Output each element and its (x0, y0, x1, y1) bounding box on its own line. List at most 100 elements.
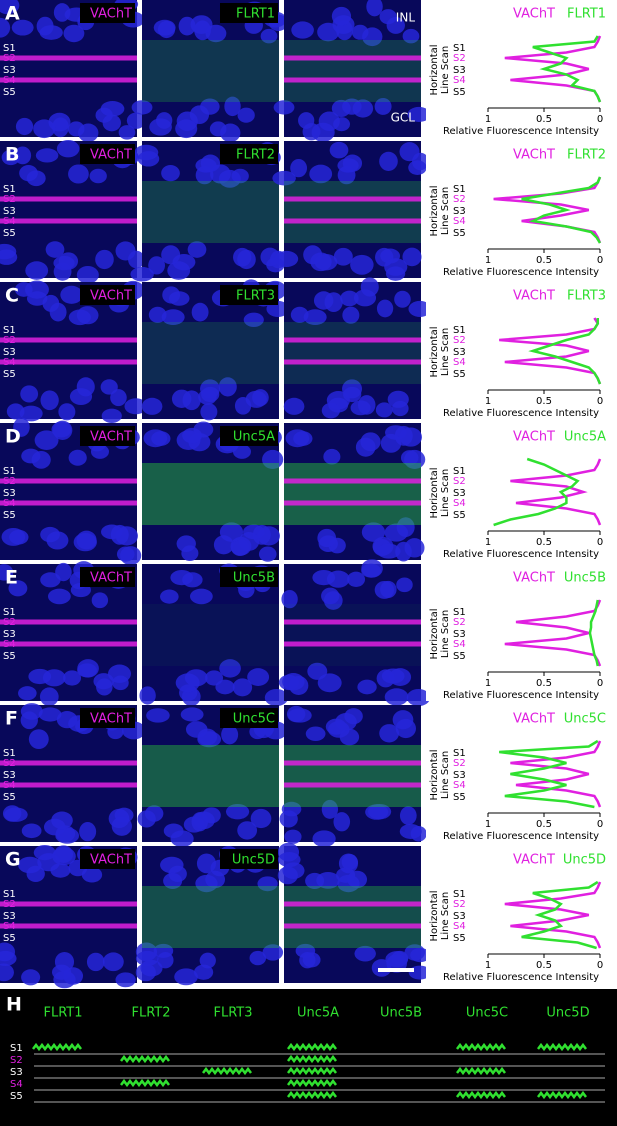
nucleus (56, 711, 78, 729)
nucleus (20, 711, 38, 730)
nucleus (215, 679, 235, 695)
plot-ylabel: Line Scan (440, 751, 451, 799)
nucleus (180, 707, 204, 722)
green-channel (142, 322, 279, 384)
nucleus (329, 141, 349, 159)
expression-blob (287, 1090, 337, 1100)
nucleus (34, 430, 59, 450)
nucleus (141, 397, 163, 415)
nucleus (310, 252, 332, 272)
plot-stratum: S1 (453, 889, 466, 900)
nucleus (352, 99, 374, 118)
plot-protein: Unc5D (563, 853, 606, 868)
protein-label: FLRT2 (236, 148, 275, 163)
nucleus (161, 165, 180, 182)
expression-blob (120, 1078, 170, 1088)
nucleus (146, 708, 170, 723)
plot-stratum: S2 (453, 899, 466, 910)
nucleus (0, 243, 17, 260)
nucleus (396, 517, 415, 538)
nucleus (8, 580, 28, 597)
nucleus (67, 121, 85, 137)
label-box (220, 3, 278, 23)
vacht-band (0, 500, 137, 506)
nucleus (347, 571, 366, 587)
nucleus (219, 659, 241, 678)
protein-name: FLRT3 (213, 1006, 252, 1021)
vacht-band (284, 923, 421, 929)
nucleus (376, 669, 395, 688)
vacht-band (0, 55, 137, 61)
green-channel (284, 886, 421, 948)
nucleus (0, 942, 16, 962)
protein-profile (528, 318, 602, 385)
nucleus (323, 448, 341, 465)
plot-stratum: S2 (453, 53, 466, 64)
nucleus (331, 6, 352, 26)
label-box (220, 849, 278, 869)
x-axis-label: Relative Fluorescence Intensity (443, 831, 599, 842)
nucleus (341, 854, 358, 870)
nucleus (282, 862, 305, 879)
plot-ylabel: Horizontal (429, 467, 440, 518)
nucleus (331, 99, 351, 117)
x-axis-label: Relative Fluorescence Intensity (443, 267, 599, 278)
stratum-label: S3 (3, 911, 16, 922)
nucleus (112, 675, 129, 691)
panel-letter: B (5, 144, 19, 166)
marker-label: VAChT (90, 148, 132, 163)
vacht-band (284, 760, 421, 766)
nucleus (384, 258, 408, 276)
nucleus (15, 117, 34, 136)
nucleus (170, 569, 194, 586)
vacht-band (284, 337, 421, 343)
x-tick-label: 1 (485, 396, 491, 407)
inl-label: INL (396, 11, 416, 25)
scale-bar (378, 968, 414, 972)
nucleus (148, 256, 166, 275)
nucleus (175, 673, 200, 693)
vacht-band (284, 782, 421, 788)
x-axis-label: Relative Fluorescence Intensity (443, 549, 599, 560)
x-tick-label: 0.5 (536, 255, 552, 266)
stratum-label: S2 (10, 1055, 23, 1066)
plot-protein: Unc5C (564, 712, 606, 727)
nucleus (316, 871, 340, 889)
nucleus (233, 247, 252, 267)
nucleus (33, 119, 56, 139)
nucleus (140, 959, 163, 977)
plot-ylabel: Horizontal (429, 185, 440, 236)
plot-stratum: S1 (453, 748, 466, 759)
plot-ylabel: Line Scan (440, 328, 451, 376)
nucleus (102, 952, 124, 972)
nucleus (249, 950, 267, 966)
nucleus (170, 830, 194, 848)
vacht-band (284, 500, 421, 506)
nucleus (108, 808, 130, 829)
nucleus (134, 144, 159, 161)
nucleus (37, 853, 60, 872)
nucleus (0, 0, 20, 15)
expression-blob (456, 1090, 506, 1100)
nucleus (91, 592, 109, 609)
nucleus (187, 241, 207, 258)
nucleus (76, 265, 99, 284)
nucleus (404, 538, 425, 558)
vacht-band (284, 196, 421, 202)
plot-stratum: S5 (453, 369, 466, 380)
vacht-band (0, 641, 137, 647)
nucleus (291, 21, 314, 39)
nucleus (278, 674, 299, 691)
plot-stratum: S3 (453, 347, 466, 358)
stratum-label: S4 (3, 921, 16, 932)
nucleus (115, 526, 138, 546)
nucleus (128, 250, 145, 269)
marker-label: VAChT (90, 430, 132, 445)
plot-stratum: S1 (453, 325, 466, 336)
stratum-label: S5 (3, 933, 16, 944)
nucleus (402, 247, 422, 267)
nucleus (237, 821, 258, 840)
plot-protein: FLRT1 (567, 7, 606, 22)
vacht-band (284, 901, 421, 907)
